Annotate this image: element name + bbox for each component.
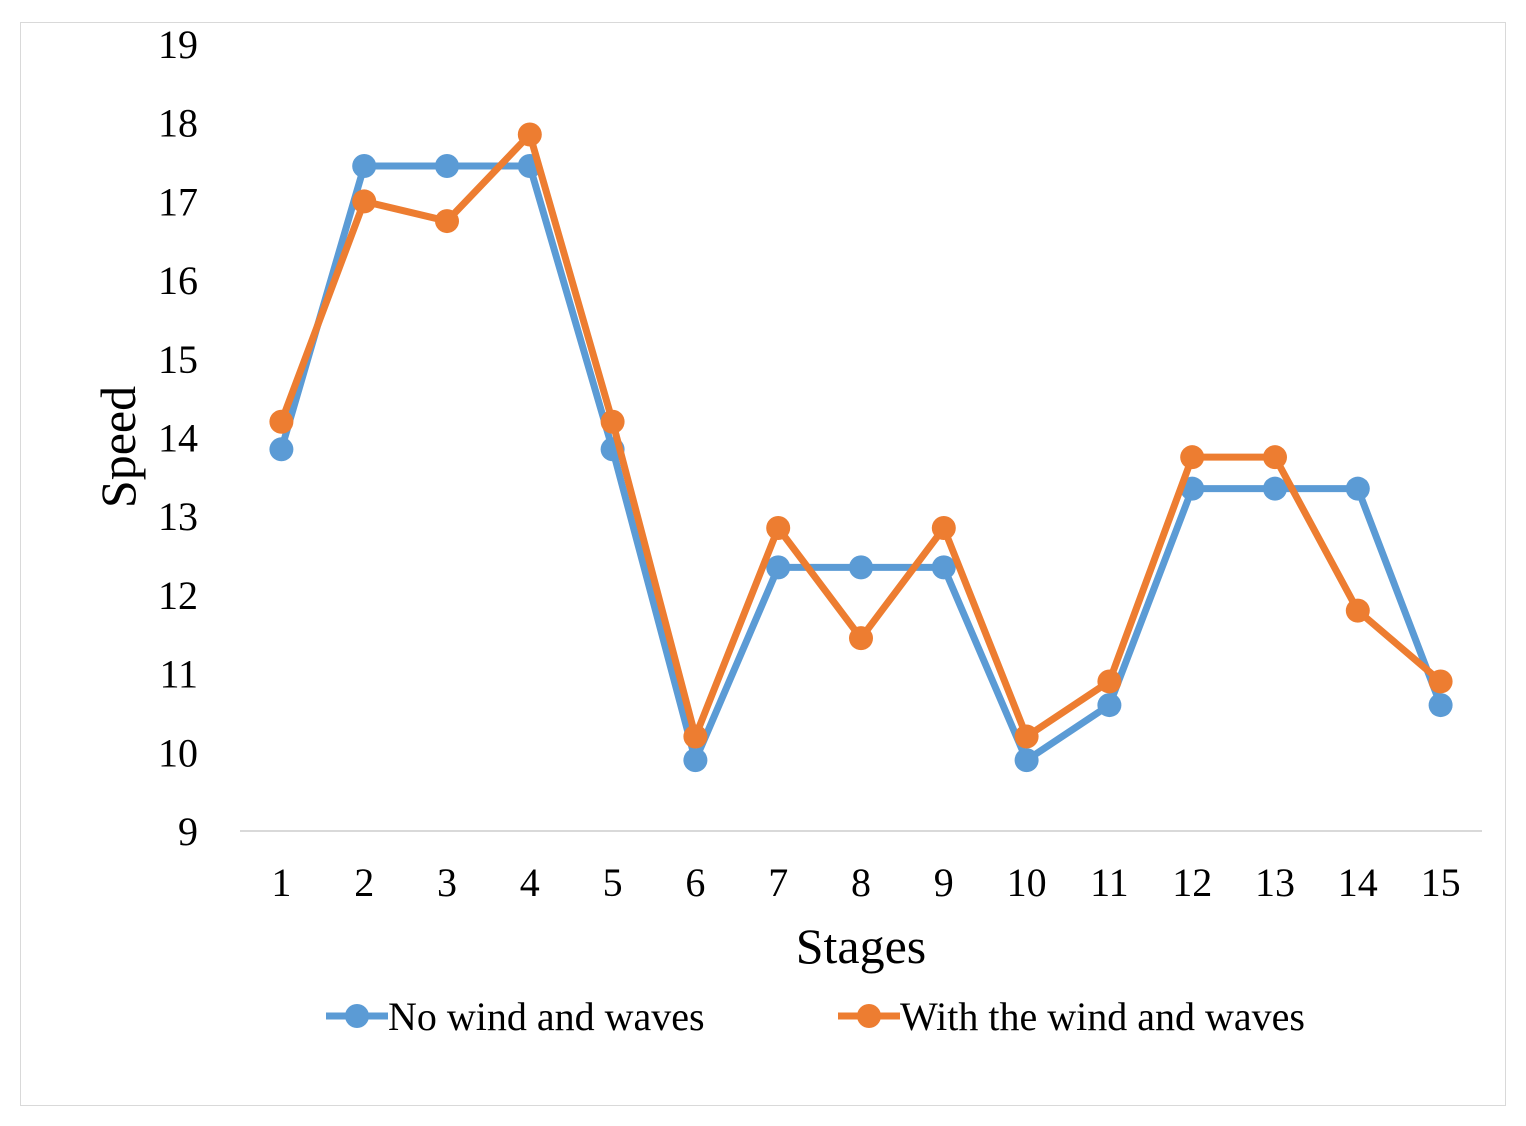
y-tick-label: 9 [178, 809, 198, 854]
data-point [1263, 476, 1287, 501]
data-point [352, 153, 377, 178]
data-point [435, 209, 459, 234]
data-point [1097, 693, 1122, 718]
data-point [766, 555, 791, 580]
x-tick-label: 6 [685, 860, 705, 905]
data-point [352, 189, 377, 214]
data-point [849, 626, 873, 651]
x-tick-label: 3 [437, 860, 457, 905]
x-tick-label: 7 [768, 860, 788, 905]
x-tick-label: 10 [1007, 860, 1047, 905]
x-tick-label: 15 [1421, 860, 1461, 905]
legend-swatch-marker [857, 1004, 881, 1028]
x-axis-ticks: 1 2 3 4 5 6 7 8 9 10 11 12 13 14 15 [271, 860, 1460, 905]
y-tick-label: 14 [158, 416, 198, 461]
legend-item-no-wind: No wind and waves [326, 994, 705, 1039]
x-tick-label: 11 [1090, 860, 1129, 905]
x-tick-label: 8 [851, 860, 871, 905]
data-point [269, 409, 294, 434]
data-point [931, 555, 956, 580]
x-tick-label: 1 [271, 860, 291, 905]
x-tick-label: 14 [1338, 860, 1378, 905]
data-point [1428, 669, 1453, 694]
data-point [1180, 445, 1205, 470]
y-tick-label: 12 [158, 573, 198, 618]
legend-label: No wind and waves [388, 994, 705, 1039]
data-point [766, 516, 791, 541]
legend: No wind and waves With the wind and wave… [326, 994, 1305, 1039]
data-point [1263, 445, 1287, 470]
data-point [517, 122, 542, 147]
data-point [931, 516, 956, 541]
data-point [1014, 748, 1039, 773]
data-point [683, 724, 708, 749]
y-tick-label: 17 [158, 179, 198, 224]
series-2 [269, 122, 1453, 749]
y-tick-label: 15 [158, 337, 198, 382]
x-axis-title: Stages [796, 918, 927, 974]
data-point [269, 437, 294, 462]
legend-swatch-marker [345, 1004, 369, 1028]
data-point [1428, 693, 1453, 718]
y-tick-label: 16 [158, 258, 198, 303]
y-tick-label: 13 [158, 494, 198, 539]
data-point [683, 748, 708, 773]
data-point [1014, 724, 1039, 749]
x-tick-label: 9 [934, 860, 954, 905]
y-axis-title: Speed [90, 386, 146, 508]
series-layer [269, 122, 1453, 773]
y-tick-label: 19 [158, 22, 198, 67]
y-tick-label: 10 [158, 730, 198, 775]
data-point [1345, 476, 1370, 501]
legend-label: With the wind and waves [900, 994, 1305, 1039]
x-tick-label: 13 [1255, 860, 1295, 905]
y-tick-label: 11 [159, 652, 198, 697]
x-tick-label: 5 [603, 860, 623, 905]
x-tick-label: 4 [520, 860, 540, 905]
y-tick-label: 18 [158, 101, 198, 146]
legend-item-with-wind: With the wind and waves [838, 994, 1305, 1039]
data-point [849, 555, 873, 580]
x-tick-label: 12 [1172, 860, 1212, 905]
y-axis-ticks: 9 10 11 12 13 14 15 16 17 18 19 [158, 22, 198, 854]
data-point [1097, 669, 1122, 694]
data-point [600, 409, 625, 434]
x-tick-label: 2 [354, 860, 374, 905]
data-point [435, 153, 459, 178]
data-point [1345, 598, 1370, 623]
